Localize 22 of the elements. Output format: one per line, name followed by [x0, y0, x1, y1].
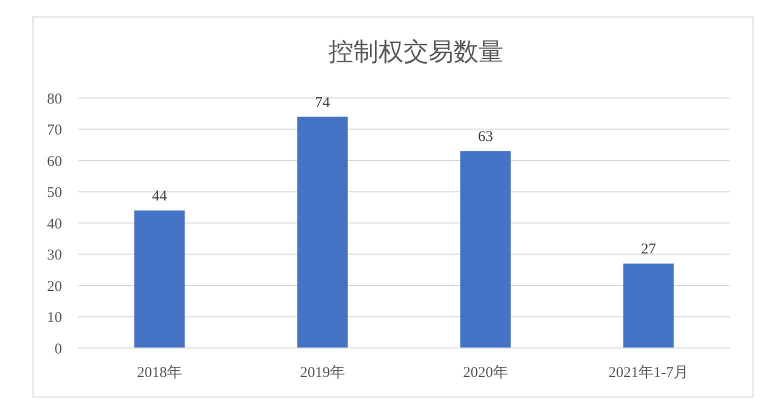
chart-title: 控制权交易数量	[328, 38, 504, 66]
y-tick-label: 20	[47, 278, 62, 295]
data-label: 74	[315, 94, 330, 111]
y-tick-label: 30	[47, 248, 62, 264]
y-tick-label: 70	[47, 122, 62, 138]
x-tick-label: 2018年	[137, 364, 182, 381]
data-label: 27	[641, 242, 656, 258]
y-tick-label: 10	[47, 310, 62, 326]
bar	[297, 116, 348, 348]
y-tick-label: 40	[47, 216, 62, 232]
y-tick-label: 60	[47, 154, 62, 170]
bar	[623, 264, 674, 348]
bar	[134, 210, 185, 348]
x-tick-label: 2020年	[463, 364, 508, 381]
data-label: 63	[478, 129, 493, 146]
x-tick-label: 2021年1-7月	[608, 364, 688, 381]
x-tick-label: 2019年	[300, 364, 345, 381]
y-tick-label: 0	[54, 341, 62, 358]
y-tick-label: 50	[47, 185, 62, 201]
bar	[460, 151, 511, 348]
y-tick-label: 80	[47, 91, 62, 108]
data-label: 44	[152, 188, 168, 204]
